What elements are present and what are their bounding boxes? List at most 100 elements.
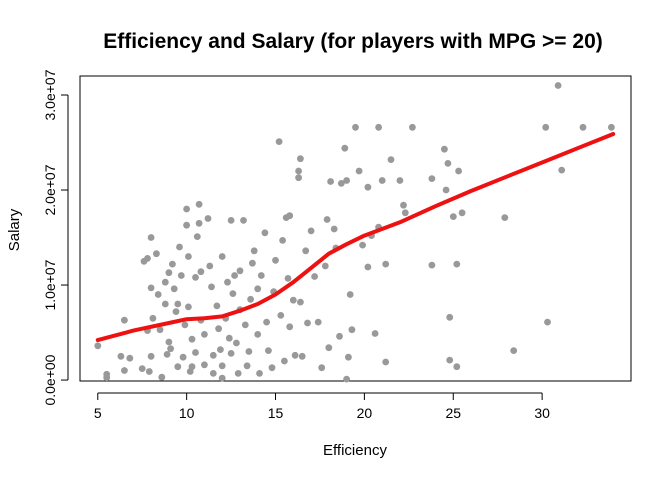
- data-point: [188, 363, 196, 371]
- data-point: [544, 318, 551, 326]
- data-point: [343, 177, 350, 184]
- data-point: [279, 237, 286, 244]
- data-point: [364, 183, 372, 191]
- data-point: [321, 262, 329, 270]
- data-point: [558, 166, 566, 174]
- data-point: [94, 342, 102, 350]
- data-point: [161, 278, 169, 286]
- data-point: [206, 262, 214, 270]
- data-point: [193, 233, 201, 241]
- data-point: [215, 325, 223, 333]
- data-point: [291, 351, 299, 359]
- data-point: [183, 221, 191, 229]
- data-point: [401, 209, 409, 217]
- data-point: [409, 123, 416, 131]
- data-point: [192, 349, 199, 356]
- data-point: [209, 370, 217, 377]
- data-point: [213, 302, 221, 310]
- data-point: [229, 290, 237, 297]
- data-point: [240, 217, 247, 224]
- data-point: [138, 365, 146, 372]
- data-point: [297, 298, 304, 306]
- data-point: [192, 274, 199, 281]
- data-point: [355, 167, 363, 175]
- scatter-points: [94, 82, 615, 383]
- data-point: [341, 144, 349, 152]
- data-point: [453, 260, 461, 268]
- data-point: [165, 338, 173, 346]
- data-point: [325, 344, 333, 352]
- data-point: [359, 241, 366, 249]
- x-tick-label: 30: [534, 405, 550, 421]
- data-point: [428, 261, 436, 269]
- data-point: [170, 285, 178, 293]
- data-point: [224, 278, 231, 286]
- data-point: [126, 354, 134, 362]
- data-point: [165, 269, 173, 277]
- data-point: [442, 186, 450, 194]
- data-point: [241, 321, 249, 329]
- data-point: [455, 167, 462, 175]
- data-point: [446, 356, 454, 364]
- data-point: [382, 260, 390, 268]
- data-point: [336, 332, 343, 340]
- data-point: [117, 352, 125, 360]
- data-point: [348, 326, 356, 334]
- data-point: [346, 291, 354, 298]
- data-point: [231, 272, 239, 279]
- data-point: [298, 352, 306, 360]
- data-point: [295, 174, 302, 182]
- data-point: [245, 348, 253, 355]
- data-point: [453, 363, 461, 371]
- x-tick-label: 15: [268, 405, 284, 421]
- data-point: [254, 285, 262, 293]
- data-point: [233, 339, 240, 347]
- plot-frame: [79, 75, 632, 382]
- data-point: [183, 205, 191, 213]
- data-point: [172, 308, 180, 315]
- data-point: [153, 250, 160, 258]
- data-point: [330, 225, 338, 233]
- data-point: [218, 253, 226, 260]
- data-point: [249, 259, 256, 267]
- data-point: [201, 361, 208, 369]
- data-point: [428, 175, 436, 183]
- data-point: [352, 123, 359, 131]
- data-point: [314, 318, 322, 326]
- data-point: [149, 314, 157, 322]
- data-point: [161, 300, 169, 308]
- data-point: [158, 373, 166, 381]
- data-point: [458, 209, 466, 217]
- data-point: [250, 247, 258, 255]
- data-point: [337, 180, 345, 187]
- data-point: [579, 123, 587, 131]
- data-point: [243, 362, 251, 370]
- data-point: [263, 318, 270, 326]
- data-point: [304, 319, 311, 327]
- data-point: [286, 323, 294, 331]
- data-point: [554, 82, 562, 89]
- data-point: [154, 291, 162, 298]
- data-point: [167, 345, 175, 353]
- trend-line-layer: [95, 132, 616, 343]
- data-point: [382, 358, 390, 366]
- data-point: [218, 362, 226, 370]
- data-point: [400, 201, 407, 209]
- x-tick-label: 5: [94, 405, 102, 421]
- data-point: [147, 284, 155, 292]
- y-tick-label: 1.0e+07: [42, 259, 58, 310]
- data-point: [387, 156, 395, 164]
- data-point: [201, 331, 208, 338]
- data-point: [234, 370, 242, 377]
- data-point: [327, 178, 334, 185]
- data-point: [343, 375, 350, 383]
- data-point: [227, 350, 235, 357]
- data-point: [281, 357, 288, 365]
- data-point: [218, 374, 226, 382]
- data-point: [197, 268, 205, 276]
- data-point: [169, 260, 176, 268]
- data-point: [121, 316, 128, 324]
- data-point: [257, 272, 265, 279]
- data-point: [195, 219, 203, 227]
